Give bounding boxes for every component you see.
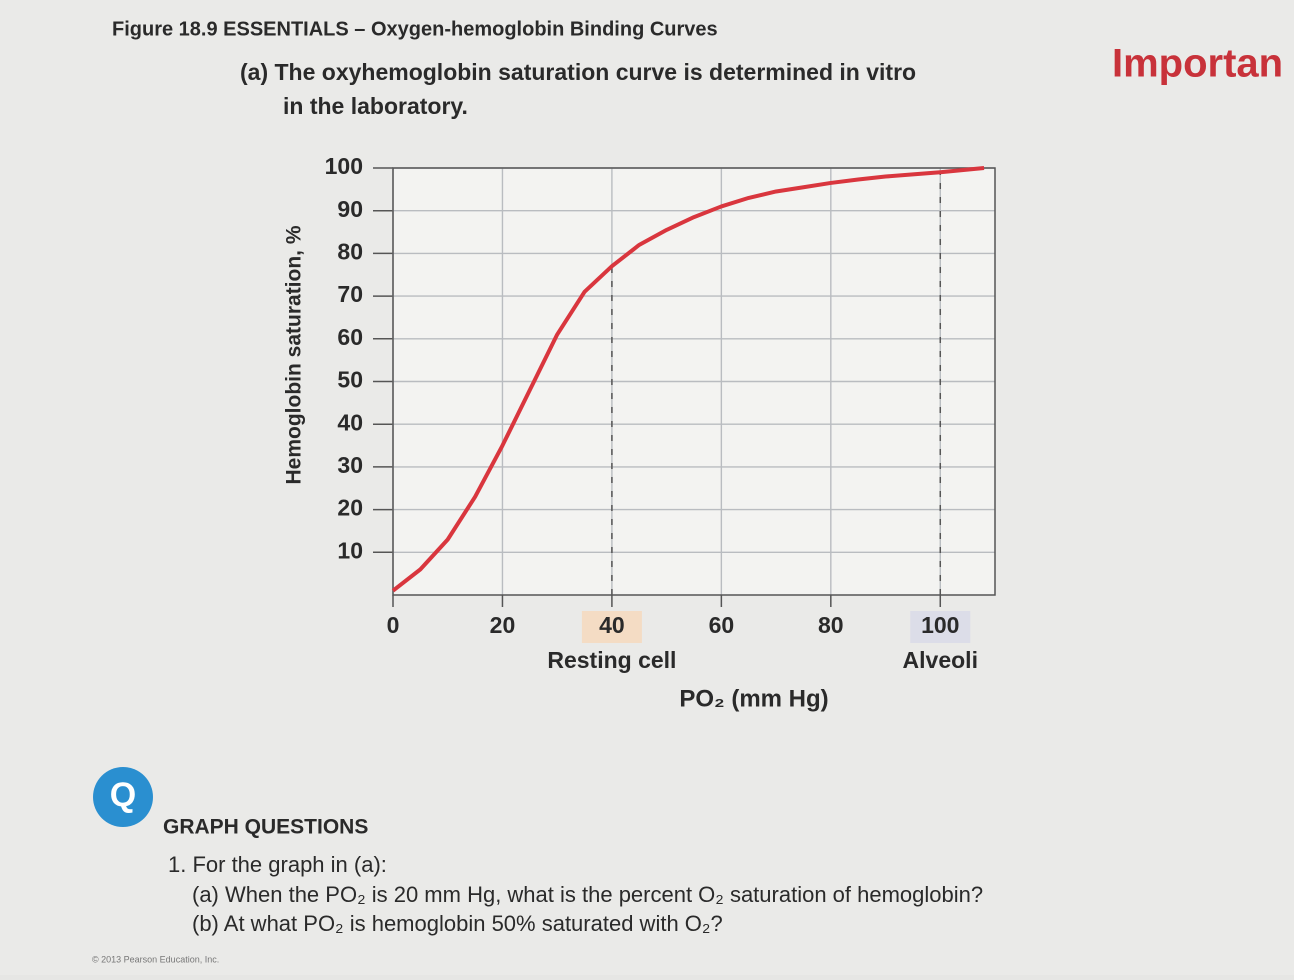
question-icon-letter: Q (110, 776, 136, 814)
figure-title: Figure 18.9 ESSENTIALS – Oxygen-hemoglob… (112, 18, 718, 40)
y-tick-label: 90 (337, 196, 363, 222)
questions-heading: GRAPH QUESTIONS (163, 816, 368, 839)
x-tick-label: 60 (709, 612, 735, 638)
chart-title: in the laboratory. (283, 93, 468, 119)
question-a: (a) When the PO₂ is 20 mm Hg, what is th… (192, 882, 983, 907)
x-tick-label: 20 (490, 612, 516, 638)
y-tick-label: 80 (337, 238, 363, 264)
tick-highlight (581, 611, 642, 643)
annotation-label: Resting cell (547, 647, 676, 673)
question-item: 1. For the graph in (a): (168, 852, 387, 877)
copyright: © 2013 Pearson Education, Inc. (92, 954, 219, 964)
y-tick-label: 60 (337, 324, 363, 350)
y-tick-label: 40 (337, 409, 363, 435)
y-axis-label: Hemoglobin saturation, % (283, 225, 306, 484)
x-tick-label: 100 (921, 612, 959, 638)
side-note: Importan (1112, 42, 1283, 86)
y-tick-label: 100 (325, 153, 363, 179)
curve (391, 166, 985, 593)
y-tick-label: 10 (337, 537, 363, 563)
question-b: (b) At what PO₂ is hemoglobin 50% satura… (192, 911, 723, 936)
plot-frame (392, 167, 996, 596)
x-tick-label: 40 (599, 612, 625, 638)
x-tick-label: 80 (818, 612, 844, 638)
y-tick-label: 50 (337, 367, 363, 393)
y-tick-label: 20 (337, 495, 363, 521)
annotation-label: Alveoli (903, 647, 978, 673)
x-axis-label: PO₂ (mm Hg) (679, 685, 828, 712)
y-tick-label: 30 (337, 452, 363, 478)
tick-highlight (910, 611, 971, 643)
question-icon (93, 767, 153, 827)
y-tick-label: 70 (337, 281, 363, 307)
chart-title: (a) The oxyhemoglobin saturation curve i… (240, 59, 916, 85)
x-tick-label: 0 (387, 612, 400, 638)
